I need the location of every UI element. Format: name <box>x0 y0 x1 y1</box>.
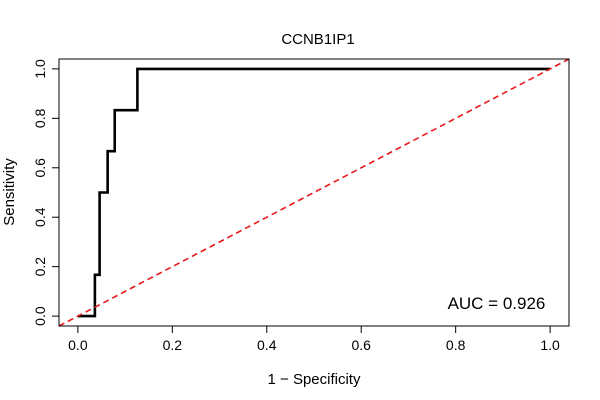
x-axis: 0.0 0.2 0.4 0.6 0.8 1.0 <box>68 325 560 353</box>
plot-border <box>58 58 570 327</box>
annotations: AUC = 0.926 <box>448 294 546 313</box>
x-axis-title: 1 − Specificity <box>268 371 361 388</box>
x-tick-label: 0.8 <box>446 337 466 353</box>
y-tick-label: 0.8 <box>32 108 48 128</box>
x-tick-label: 1.0 <box>540 337 560 353</box>
x-tick-label: 0.2 <box>163 337 183 353</box>
x-tick-label: 0.4 <box>257 337 277 353</box>
chart-title: CCNB1IP1 <box>281 31 354 48</box>
roc-curve-line <box>77 67 551 318</box>
y-tick-label: 1.0 <box>32 59 48 79</box>
plot-area <box>58 58 570 327</box>
x-tick-label: 0.0 <box>68 337 88 353</box>
y-tick-label: 0.2 <box>32 257 48 277</box>
y-axis: 0.0 0.2 0.4 0.6 0.8 1.0 <box>32 59 60 326</box>
y-tick-label: 0.6 <box>32 158 48 178</box>
x-tick-label: 0.6 <box>351 337 371 353</box>
reference-diagonal-line <box>58 58 570 327</box>
y-tick-label: 0.4 <box>32 207 48 227</box>
auc-annotation: AUC = 0.926 <box>448 294 546 313</box>
y-axis-title: Sensitivity <box>1 158 18 226</box>
y-tick-label: 0.0 <box>32 306 48 326</box>
